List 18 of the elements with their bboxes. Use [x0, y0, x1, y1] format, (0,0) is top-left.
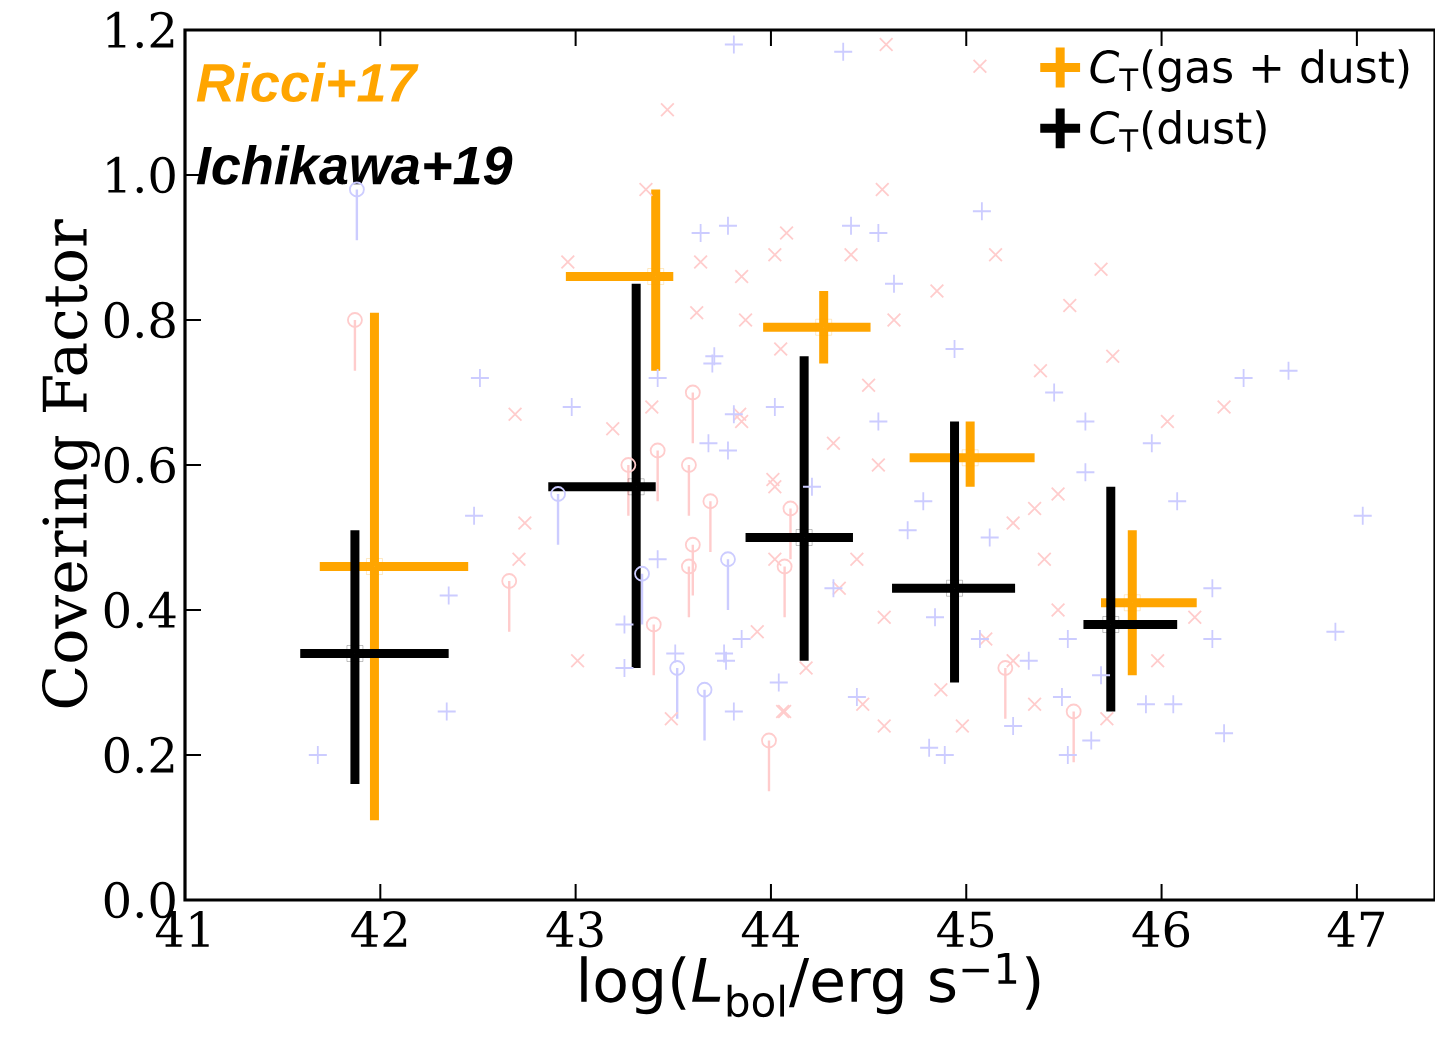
legend-label: C$_{T}$(gas + dust) [1090, 49, 1409, 92]
annotation: Ichikawa+19 [196, 145, 513, 185]
x-tick-label: 42 [351, 911, 407, 947]
x-tick-label: 43 [546, 911, 603, 948]
y-tick-label: 0.4 [104, 591, 176, 629]
legend-label: C$_{T}$(dust) [1090, 110, 1266, 152]
x-tick-label: 46 [1132, 911, 1190, 948]
y-tick-label: 0.6 [104, 446, 175, 484]
x-tick-label: 45 [937, 911, 994, 948]
y-tick-label: 0.2 [104, 736, 174, 774]
y-tick-label: 1.0 [107, 156, 175, 194]
x-axis-title: log(L$_{bol}$/erg s$^{−1}$) [581, 953, 1040, 1018]
x-tick-label: 47 [1327, 911, 1384, 947]
y-tick-label: 1.2 [107, 11, 174, 49]
annotation: Ricci+17 [196, 62, 419, 103]
y-axis-title: Covering Factor [42, 219, 100, 708]
x-tick-label: 44 [741, 911, 800, 947]
y-tick-label: 0.8 [104, 301, 175, 339]
